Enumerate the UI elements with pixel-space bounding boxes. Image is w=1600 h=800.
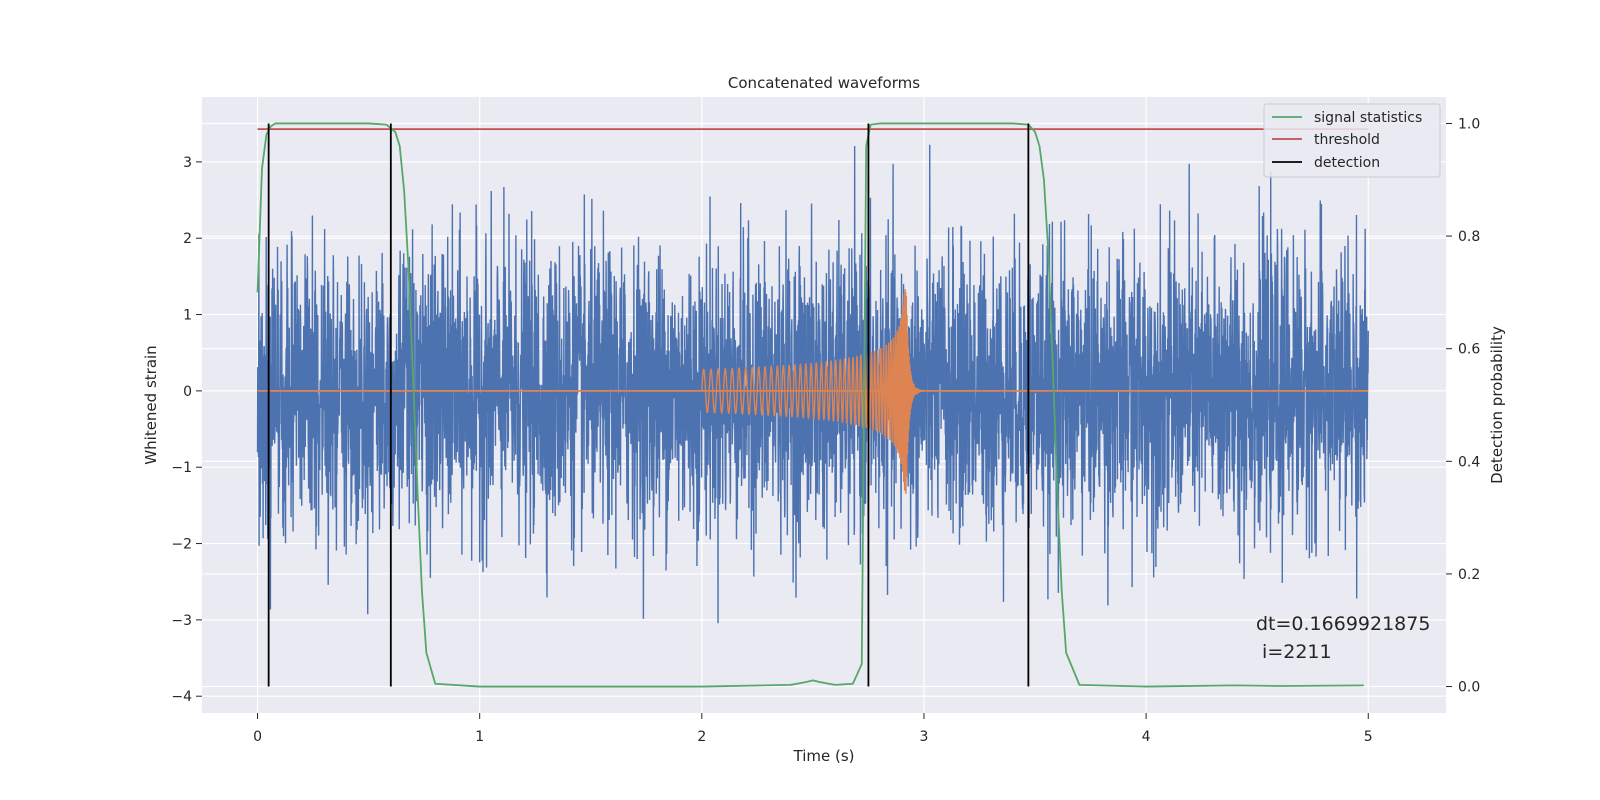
x-tick-label: 4 [1142,729,1151,745]
y2-axis-label: Detection probability [1488,326,1506,484]
waveform-chirp-line [701,289,925,494]
x-tick-label: 3 [920,729,929,745]
y2-tick-label: 0.2 [1458,567,1480,583]
ticks: 0 1 2 3 4 5 −4 −3 −2 −1 0 1 2 3 0.0 0.2 0.4 0.6 0.8 1.0 [171,116,1480,745]
x-tick-label: 5 [1364,729,1373,745]
y2-tick-label: 0.0 [1458,680,1480,696]
legend-signal-statistics-label: signal statistics [1314,110,1422,126]
y-tick-label: 1 [183,308,192,324]
legend: signal statistics threshold detection [1263,103,1441,178]
x-tick-label: 2 [697,729,706,745]
y2-tick-label: 0.8 [1458,229,1480,245]
x-tick-label: 1 [475,729,484,745]
y-tick-label: −3 [171,613,192,629]
y-axis-label: Whitened strain [142,345,160,464]
annotation-dt: dt=0.1669921875 [1256,613,1430,635]
y-tick-label: −2 [171,537,192,553]
noise-series-line [256,144,1369,624]
legend-detection-label: detection [1314,155,1380,171]
signal-statistics-line [256,122,1364,688]
y2-tick-label: 0.4 [1458,454,1480,470]
y-tick-label: 2 [183,231,192,247]
y-tick-label: −4 [171,689,192,705]
y-tick-label: 0 [183,384,192,400]
x-axis-label: Time (s) [793,747,855,765]
x-tick-label: 0 [253,729,262,745]
y-tick-label: −1 [171,460,192,476]
annotation-i: i=2211 [1256,641,1332,663]
y2-tick-label: 0.6 [1458,342,1480,358]
legend-threshold-label: threshold [1314,132,1380,148]
series-layer [256,122,1369,688]
legend-box [1263,103,1441,178]
chart-title: Concatenated waveforms [728,74,920,92]
y2-tick-label: 1.0 [1458,116,1480,132]
y-tick-label: 3 [183,155,192,171]
